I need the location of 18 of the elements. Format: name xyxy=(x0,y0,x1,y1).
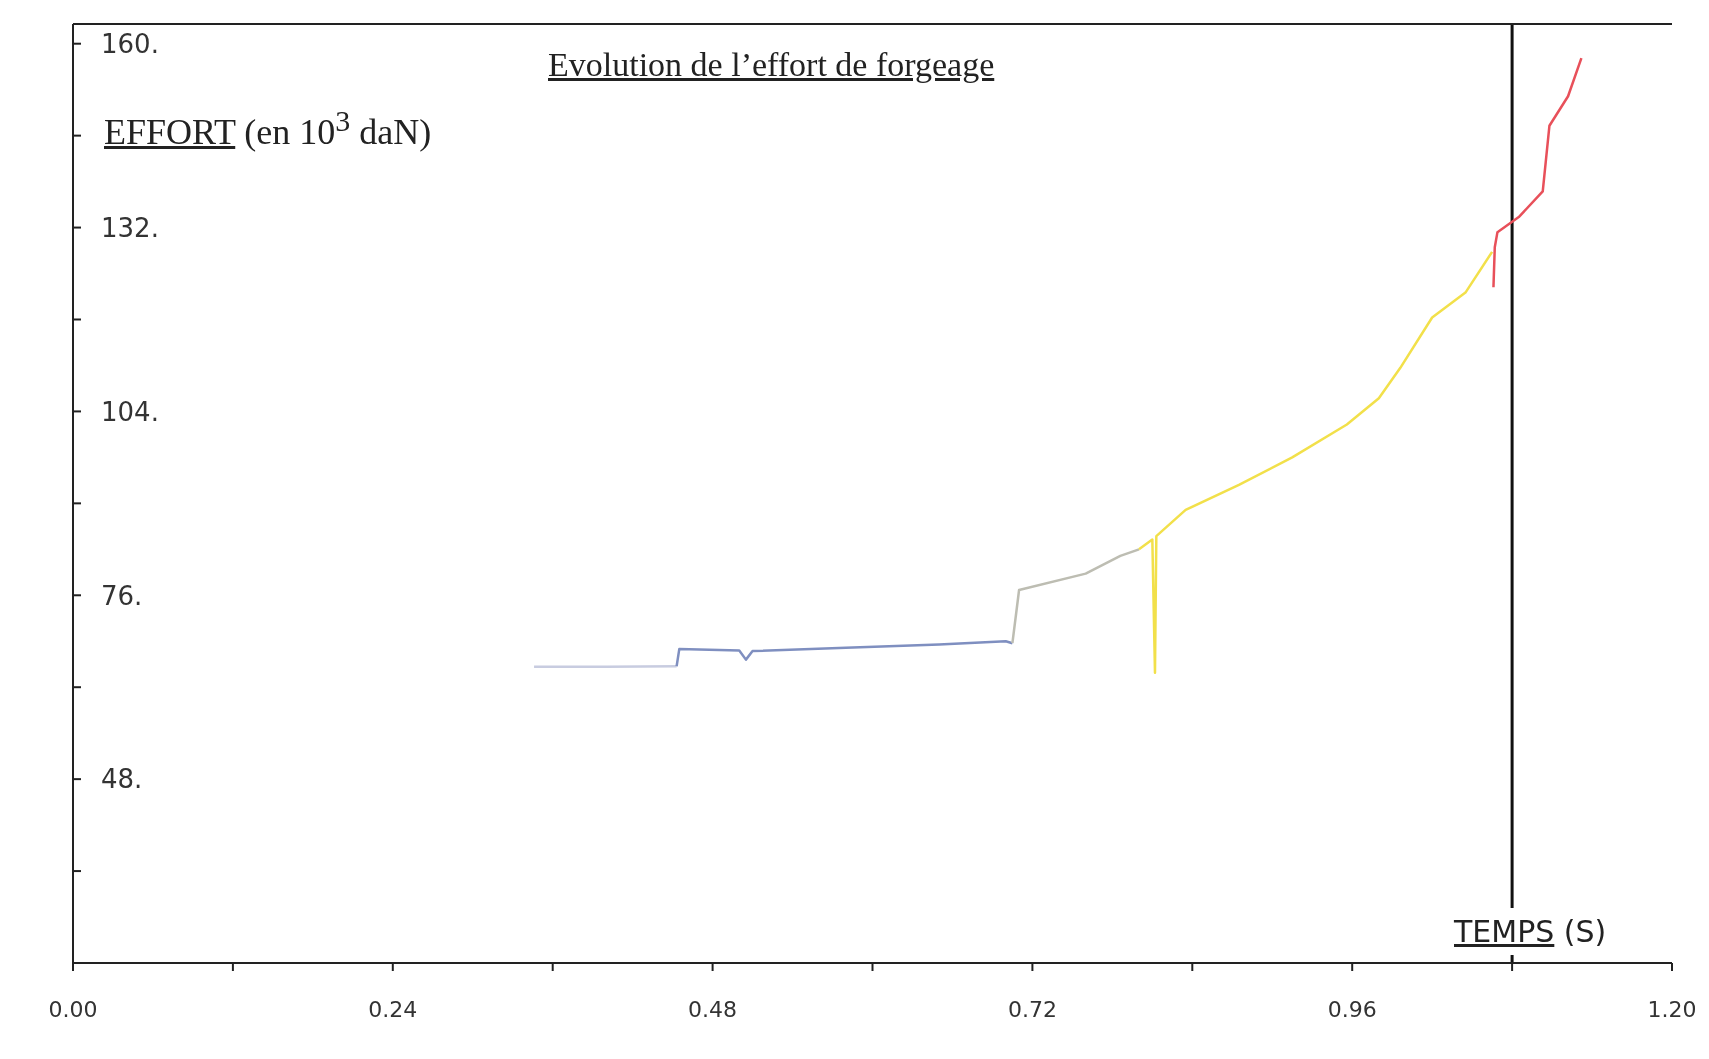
x-tick-label: 0.96 xyxy=(1327,996,1377,1022)
y-tick-label: 48. xyxy=(101,764,143,795)
y-tick-label: 160. xyxy=(101,28,159,59)
line-series xyxy=(1137,250,1494,675)
y-axis-title: EFFORT (en 10$^{3}$ daN) xyxy=(104,104,432,152)
y-tick-label: 76. xyxy=(101,580,143,611)
x-tick-label: 1.20 xyxy=(1647,996,1697,1022)
x-tick-label: 0.72 xyxy=(1007,996,1057,1022)
y-tick-label: 104. xyxy=(101,396,159,427)
line-series xyxy=(1011,548,1141,645)
x-tick-label: 0.48 xyxy=(688,996,738,1022)
x-tick-label: 0.24 xyxy=(368,996,418,1022)
x-axis-title: TEMPS (S) xyxy=(1446,908,1615,955)
x-tick-label: 0.00 xyxy=(48,996,98,1022)
text: Evolution de l’effort de forgeage xyxy=(548,46,995,84)
line-series xyxy=(675,640,1014,668)
line-series xyxy=(1492,56,1583,289)
y-tick-label: 132. xyxy=(101,212,159,243)
